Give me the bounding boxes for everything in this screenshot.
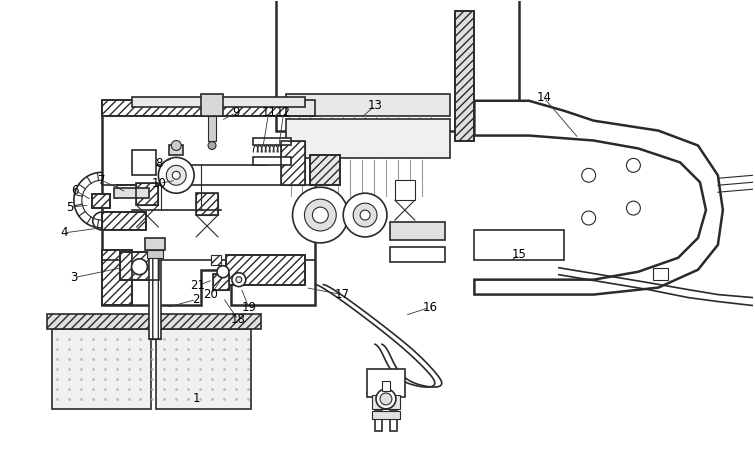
Text: 8: 8 <box>156 157 163 170</box>
Bar <box>455 11 474 140</box>
Circle shape <box>159 158 194 193</box>
Bar <box>226 255 306 285</box>
Bar <box>131 97 306 107</box>
Circle shape <box>353 203 377 227</box>
Bar <box>211 255 221 265</box>
Bar <box>375 411 382 431</box>
Bar <box>156 329 251 409</box>
Text: 6: 6 <box>71 184 79 197</box>
Bar <box>281 140 306 185</box>
Bar <box>213 274 229 290</box>
Bar <box>390 411 397 431</box>
Bar <box>146 238 165 250</box>
Bar <box>114 188 149 198</box>
Text: 18: 18 <box>230 313 245 326</box>
Circle shape <box>582 168 596 182</box>
Bar <box>201 94 223 116</box>
Circle shape <box>131 259 147 274</box>
Circle shape <box>172 171 180 179</box>
Text: 4: 4 <box>60 226 68 239</box>
Circle shape <box>166 165 186 185</box>
Bar <box>367 369 405 397</box>
Circle shape <box>171 140 181 150</box>
Bar <box>253 138 291 145</box>
Circle shape <box>360 210 370 220</box>
Text: 15: 15 <box>512 248 526 261</box>
Bar <box>102 212 146 230</box>
Circle shape <box>344 193 387 237</box>
Bar <box>281 140 306 185</box>
Bar <box>92 194 109 208</box>
Circle shape <box>582 211 596 225</box>
Bar <box>102 100 316 116</box>
Bar <box>196 193 218 215</box>
Circle shape <box>627 201 640 215</box>
Circle shape <box>313 207 328 223</box>
Bar <box>276 0 519 130</box>
Text: 11: 11 <box>261 106 276 119</box>
Bar <box>196 193 218 215</box>
Text: 13: 13 <box>368 99 383 112</box>
Circle shape <box>292 187 348 243</box>
Text: 2: 2 <box>193 293 200 306</box>
Bar <box>147 250 163 258</box>
Text: 5: 5 <box>66 201 73 214</box>
Bar <box>213 274 229 290</box>
Text: 3: 3 <box>70 271 78 284</box>
Text: 1: 1 <box>193 392 200 405</box>
Bar <box>372 395 400 409</box>
Bar <box>653 268 668 279</box>
Text: 19: 19 <box>242 301 256 314</box>
Bar <box>119 252 159 279</box>
Bar <box>102 250 131 305</box>
Circle shape <box>304 199 336 231</box>
Bar <box>395 180 414 200</box>
Bar <box>372 411 400 419</box>
Text: 10: 10 <box>152 177 167 190</box>
Text: 7: 7 <box>98 174 106 187</box>
Bar <box>382 381 390 391</box>
Circle shape <box>376 389 396 409</box>
Bar <box>390 222 445 240</box>
Text: 12: 12 <box>276 106 291 119</box>
Bar <box>474 230 564 260</box>
Text: 21: 21 <box>190 279 205 292</box>
Bar <box>92 194 109 208</box>
Bar <box>131 150 156 176</box>
Bar <box>226 255 306 285</box>
Circle shape <box>380 393 392 405</box>
Text: 14: 14 <box>537 91 551 104</box>
Bar <box>455 11 474 140</box>
Bar <box>285 119 449 158</box>
Bar <box>310 155 341 185</box>
Text: 17: 17 <box>334 288 350 301</box>
Text: 16: 16 <box>422 301 437 314</box>
Circle shape <box>232 273 246 287</box>
Bar <box>137 183 159 205</box>
Bar <box>310 155 341 185</box>
Text: 20: 20 <box>204 288 218 301</box>
Bar <box>137 183 159 205</box>
Bar <box>119 252 159 279</box>
Circle shape <box>217 266 229 278</box>
Bar <box>47 315 260 329</box>
Bar <box>169 145 183 155</box>
Circle shape <box>236 277 242 283</box>
Bar <box>149 240 162 339</box>
Bar <box>253 158 291 165</box>
Bar <box>102 100 316 116</box>
Bar <box>102 212 146 230</box>
Text: 9: 9 <box>232 106 239 119</box>
Bar <box>208 116 216 140</box>
Circle shape <box>208 141 216 149</box>
Polygon shape <box>102 101 316 305</box>
Polygon shape <box>474 101 723 295</box>
Bar <box>285 94 449 116</box>
Bar <box>52 329 152 409</box>
Circle shape <box>627 158 640 172</box>
Bar <box>102 250 131 305</box>
Bar <box>390 247 445 262</box>
